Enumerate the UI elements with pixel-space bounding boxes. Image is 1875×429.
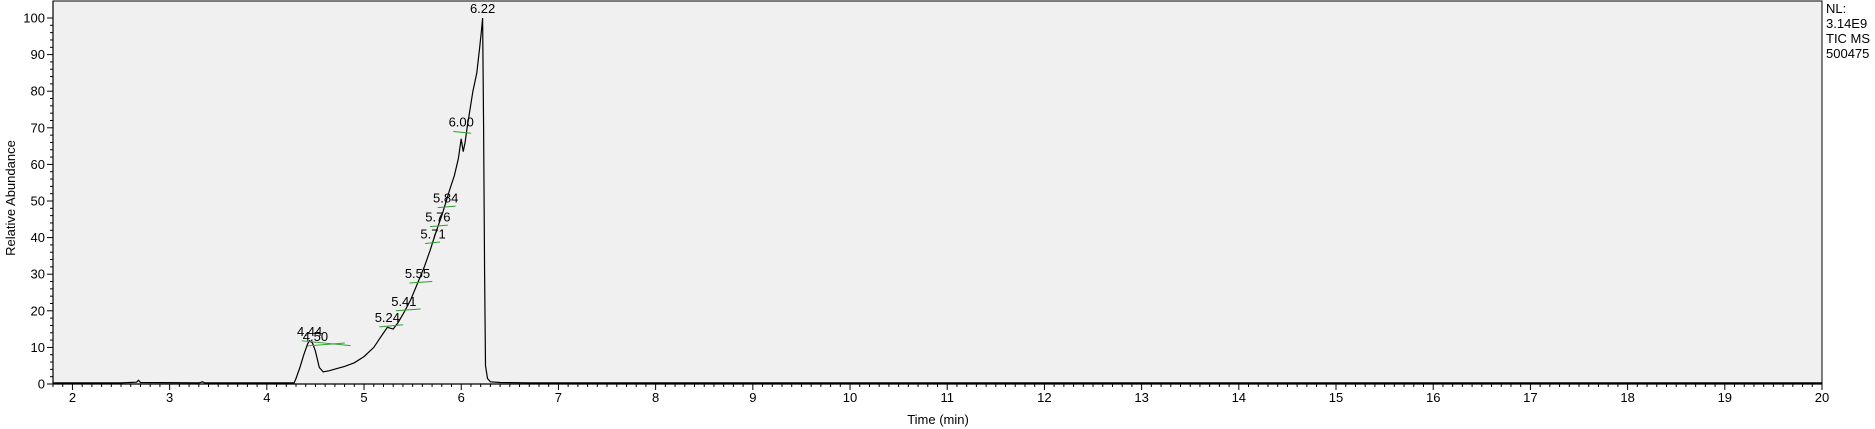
trace-layer: [53, 17, 1822, 384]
x-tick-label: 3: [166, 390, 173, 405]
x-tick-label: 16: [1426, 390, 1440, 405]
tic-trace: [53, 17, 1822, 384]
axes-layer: 2 3 4 5 6 7 8 9 10 11 12 13 14 15 16 17 18 19 20 0 10 20 30 40 5…: [23, 1, 1829, 405]
peak-label: 4.50: [303, 329, 328, 344]
y-tick-label: 50: [31, 194, 45, 209]
peak-label: 5.76: [425, 210, 450, 225]
x-tick-label: 13: [1134, 390, 1148, 405]
x-tick-label: 19: [1718, 390, 1732, 405]
y-tick-label: 30: [31, 267, 45, 282]
y-tick-label: 90: [31, 47, 45, 62]
y-tick-label: 10: [31, 340, 45, 355]
y-tick-label: 80: [31, 84, 45, 99]
peak-marker-line: [379, 324, 404, 328]
x-tick-label: 4: [263, 390, 270, 405]
scan-type-label: TIC MS: [1826, 31, 1871, 46]
peak-marker-line: [301, 340, 351, 347]
peak-annotation-layer: 4.444.50 5.245.41 5.55 5.715.76 5.84 6.00 6.22: [297, 1, 495, 347]
x-axis-title: Time (min): [907, 412, 969, 427]
x-tick-label: 14: [1232, 390, 1246, 405]
peak-label: 5.41: [391, 294, 416, 309]
peak-marker-line: [409, 281, 433, 284]
plot-area: [52, 0, 1823, 385]
x-tick-label: 20: [1815, 390, 1829, 405]
peak-label: 5.24: [375, 310, 400, 325]
peak-marker-line: [395, 308, 421, 312]
sample-id-label: 500475: [1826, 46, 1870, 61]
x-tick-label: 17: [1523, 390, 1537, 405]
normalization-label: NL:: [1826, 1, 1847, 16]
peak-marker-line: [424, 241, 441, 244]
x-tick-label: 6: [458, 390, 465, 405]
peak-label: 4.44: [297, 324, 322, 339]
peak-marker-line: [437, 205, 456, 209]
x-tick-label: 18: [1620, 390, 1634, 405]
y-tick-label: 100: [23, 11, 45, 26]
y-tick-label: 20: [31, 303, 45, 318]
x-tick-label: 2: [69, 390, 76, 405]
peak-marker-line: [307, 342, 345, 347]
y-tick-label: 60: [31, 157, 45, 172]
peak-label: 5.55: [405, 266, 430, 281]
y-tick-label: 70: [31, 120, 45, 135]
x-tick-label: 9: [749, 390, 756, 405]
y-tick-label: 0: [38, 377, 45, 392]
x-tick-label: 11: [940, 390, 954, 405]
peak-label: 6.00: [449, 114, 474, 129]
x-tick-label: 8: [652, 390, 659, 405]
y-axis-title: Relative Abundance: [3, 140, 18, 256]
peak-label: 5.71: [420, 226, 445, 241]
peak-label: 6.22: [470, 1, 495, 16]
x-tick-label: 5: [360, 390, 367, 405]
x-tick-label: 10: [843, 390, 857, 405]
peak-marker-line: [453, 130, 472, 134]
peak-label: 5.84: [433, 191, 458, 206]
x-tick-label: 7: [555, 390, 562, 405]
normalization-value: 3.14E9: [1826, 16, 1868, 31]
x-tick-label: 15: [1329, 390, 1343, 405]
x-tick-label: 12: [1037, 390, 1051, 405]
y-tick-label: 40: [31, 230, 45, 245]
peak-marker-line: [429, 224, 448, 228]
